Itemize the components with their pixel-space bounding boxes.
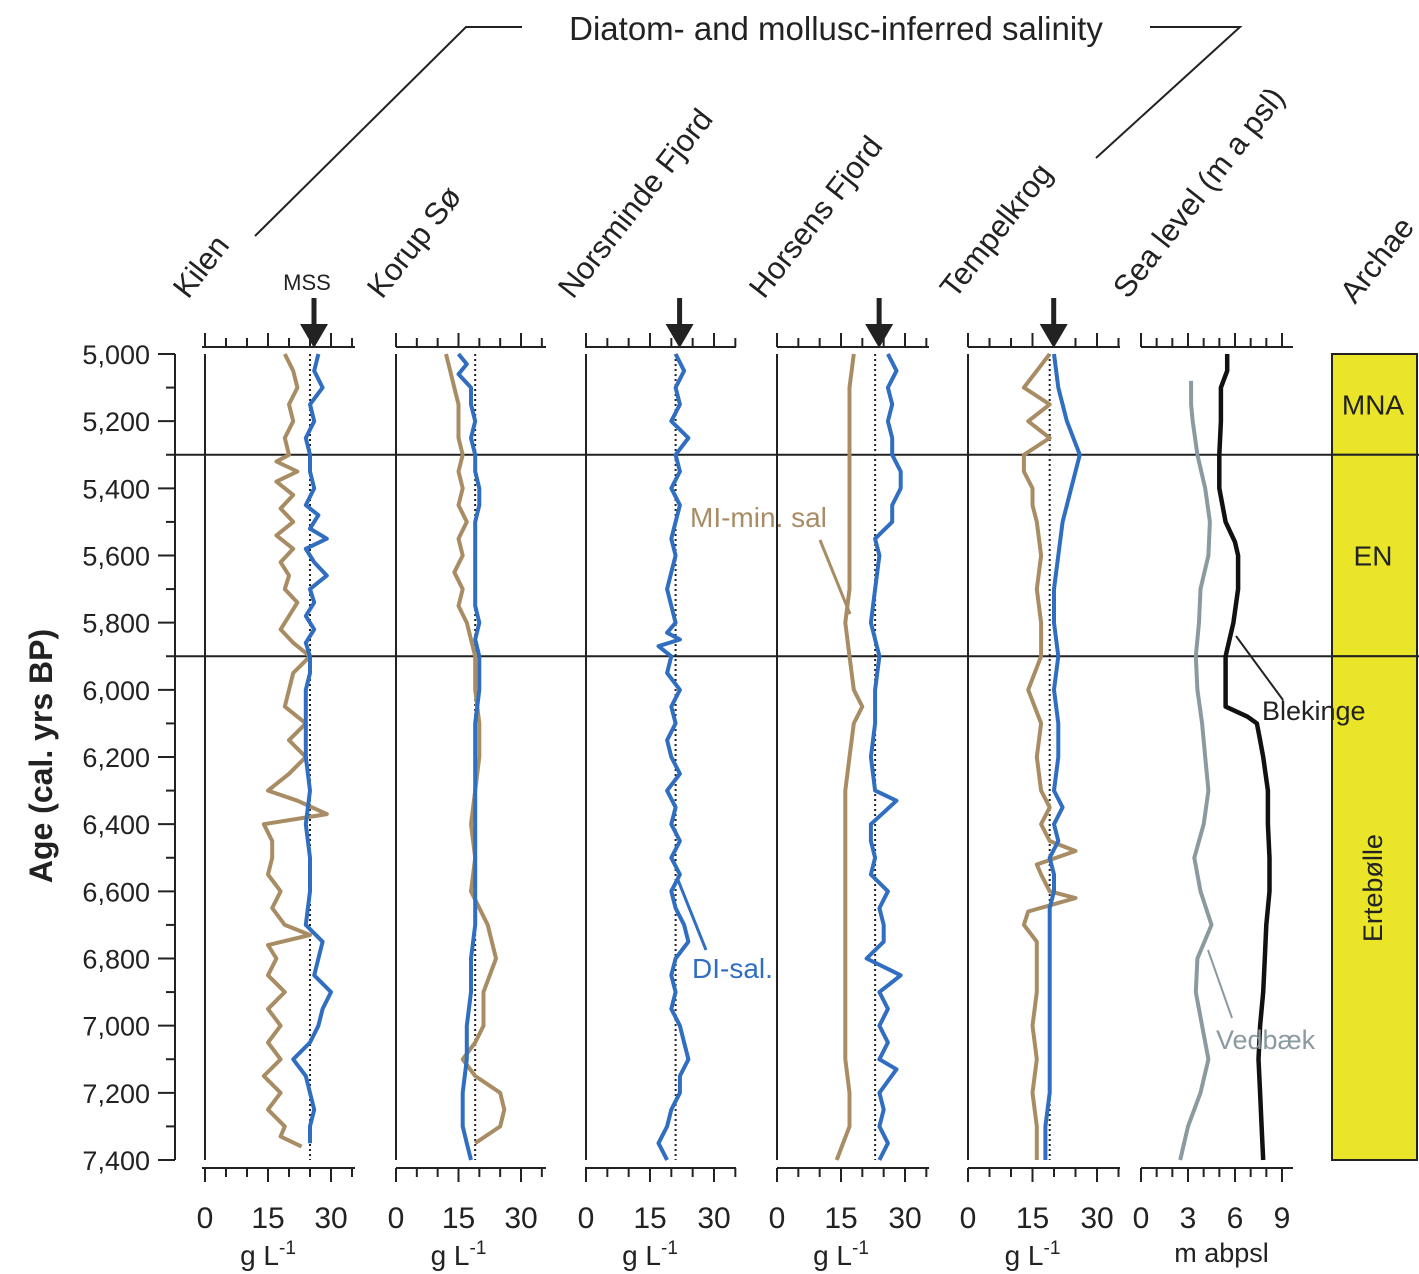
series-line-mi-panel-4 — [1021, 352, 1078, 1160]
x-tick-label: 30 — [504, 1202, 537, 1235]
x-unit-sup: -1 — [1044, 1238, 1061, 1259]
x-unit-base: g L — [1005, 1240, 1044, 1271]
series-line-di-panel-4 — [1043, 353, 1082, 1160]
panel-title: Sea level (m a psl) — [1106, 80, 1292, 304]
figure-frame — [158, 26, 1419, 1182]
series-line-vedbaek-panel-5 — [1178, 380, 1214, 1161]
archaeo-period-box — [1331, 655, 1418, 1161]
panel-title: Korup Sø — [360, 180, 468, 305]
mss-arrow-head — [865, 324, 894, 348]
y-tick-label: 5,200 — [82, 407, 150, 437]
x-tick-label: 15 — [633, 1202, 666, 1235]
x-tick-label: 0 — [769, 1202, 786, 1235]
vedbaek-annotation: Vedbæk — [1216, 1025, 1316, 1055]
x-unit-base: g L — [813, 1240, 852, 1271]
x-unit-label: g L-1 — [431, 1238, 487, 1271]
series-line-di-panel-2 — [656, 353, 691, 1161]
y-tick-label: 6,400 — [82, 810, 150, 840]
series-line-mi-panel-0 — [261, 353, 329, 1149]
figure-text: Diatom- and mollusc-inferred salinity Ag… — [23, 10, 1419, 1271]
x-unit-base: g L — [240, 1240, 279, 1271]
x-tick-label: 30 — [314, 1202, 347, 1235]
x-unit-base: g L — [431, 1240, 470, 1271]
archaeo-period-box — [1331, 453, 1418, 658]
mss-arrow-head — [665, 324, 694, 348]
y-tick-label: 7,400 — [82, 1146, 150, 1176]
panel-title: Tempelkrog — [933, 156, 1059, 304]
x-tick-label: 0 — [960, 1202, 977, 1235]
mss-arrow-head — [1039, 324, 1068, 348]
x-tick-label: 30 — [888, 1202, 921, 1235]
header-bracket-left — [254, 26, 522, 237]
x-tick-label: 15 — [824, 1202, 857, 1235]
x-tick-label: 15 — [1016, 1202, 1049, 1235]
x-tick-label: 0 — [388, 1202, 405, 1235]
y-tick-label: 6,000 — [82, 676, 150, 706]
panel-1 — [395, 333, 546, 1182]
series-line-mi-panel-1 — [444, 353, 507, 1145]
x-unit-label: m abpsl — [1174, 1238, 1269, 1268]
series-line-di-panel-3 — [864, 353, 903, 1161]
x-unit-label: g L-1 — [1005, 1238, 1061, 1271]
panel-5 — [1140, 333, 1293, 1182]
x-unit-label: g L-1 — [240, 1238, 296, 1271]
x-tick-label: 0 — [1133, 1202, 1150, 1235]
x-tick-label: 30 — [1080, 1202, 1113, 1235]
data-lines — [261, 352, 1284, 1161]
x-tick-label: 6 — [1227, 1202, 1244, 1235]
y-tick-label: 5,400 — [82, 474, 150, 504]
y-tick-label: 7,200 — [82, 1079, 150, 1109]
series-line-di-panel-1 — [456, 352, 482, 1161]
y-tick-label: 5,000 — [82, 340, 150, 370]
y-tick-label: 7,000 — [82, 1012, 150, 1042]
archaeo-title: Archae — [1333, 210, 1419, 309]
panel-0 — [202, 298, 355, 1182]
x-tick-label: 30 — [697, 1202, 730, 1235]
vedbaek-annotation-leader — [1207, 949, 1233, 1019]
archaeo-period-label: EN — [1354, 541, 1393, 572]
series-line-blekinge-panel-5 — [1217, 354, 1272, 1161]
x-unit-sup: -1 — [852, 1238, 869, 1259]
panel-title: Horsens Fjord — [742, 129, 889, 304]
di-annotation-leader — [676, 879, 708, 951]
panel-title: Norsminde Fjord — [551, 102, 720, 304]
x-tick-label: 0 — [197, 1202, 214, 1235]
x-unit-sup: -1 — [470, 1238, 487, 1259]
y-tick-label: 5,800 — [82, 609, 150, 639]
y-tick-label: 6,800 — [82, 945, 150, 975]
panel-title: Kilen — [166, 228, 236, 304]
y-tick-label: 6,600 — [82, 877, 150, 907]
mi-annotation: MI-min. sal — [690, 502, 827, 533]
x-unit-base: g L — [622, 1240, 661, 1271]
blekinge-annotation-leader — [1235, 635, 1284, 701]
x-unit-label: g L-1 — [813, 1238, 869, 1271]
panel-3 — [776, 298, 929, 1182]
di-annotation: DI-sal. — [692, 953, 773, 984]
y-tick-label: 5,600 — [82, 542, 150, 572]
x-tick-label: 0 — [578, 1202, 595, 1235]
archaeo-period-box — [1331, 353, 1418, 456]
series-line-di-panel-0 — [291, 353, 333, 1144]
panel-2 — [585, 298, 737, 1182]
y-tick-label: 6,200 — [82, 743, 150, 773]
header-bracket-right — [1095, 26, 1243, 159]
x-tick-label: 15 — [442, 1202, 475, 1235]
archaeo-period-label: Ertebølle — [1358, 834, 1388, 942]
x-unit-sup: -1 — [661, 1238, 678, 1259]
archaeo-period-label: MNA — [1342, 389, 1405, 420]
mss-arrow-head — [300, 324, 328, 348]
figure-header: Diatom- and mollusc-inferred salinity — [569, 10, 1103, 47]
x-tick-label: 9 — [1274, 1202, 1291, 1235]
x-unit-sup: -1 — [279, 1238, 296, 1259]
panel-4 — [967, 298, 1120, 1182]
x-unit-label: g L-1 — [622, 1238, 678, 1271]
mi-annotation-leader — [818, 539, 852, 615]
blekinge-annotation: Blekinge — [1262, 696, 1366, 726]
series-line-mi-panel-3 — [834, 353, 865, 1161]
mss-label: MSS — [283, 270, 331, 295]
y-axis-label: Age (cal. yrs BP) — [23, 629, 59, 883]
x-tick-label: 3 — [1180, 1202, 1197, 1235]
x-tick-label: 15 — [251, 1202, 284, 1235]
